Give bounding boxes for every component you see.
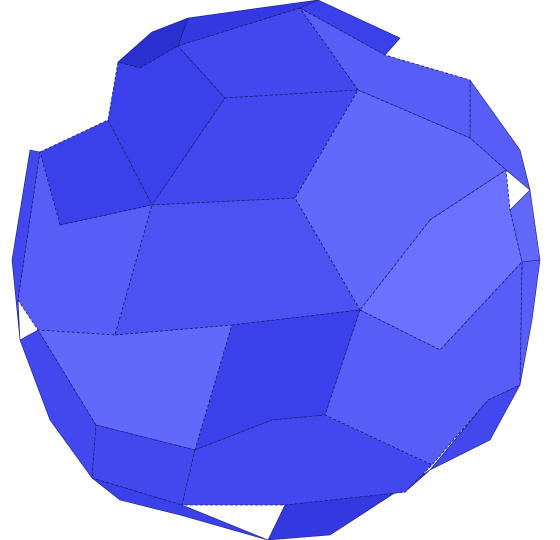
face-center-hex-upper bbox=[151, 89, 359, 206]
face-top-square bbox=[177, 7, 359, 99]
rim-face-right-lower bbox=[519, 259, 541, 386]
face-top-right-hex bbox=[299, 7, 471, 139]
face-bottom-center-hex bbox=[181, 414, 433, 506]
rim-face-bottom-left bbox=[91, 477, 269, 540]
polyhedron bbox=[11, 0, 541, 540]
face-center-left-square bbox=[37, 324, 233, 451]
face-bottom-left-hex bbox=[91, 424, 196, 506]
face-top-left-hex bbox=[107, 45, 226, 206]
